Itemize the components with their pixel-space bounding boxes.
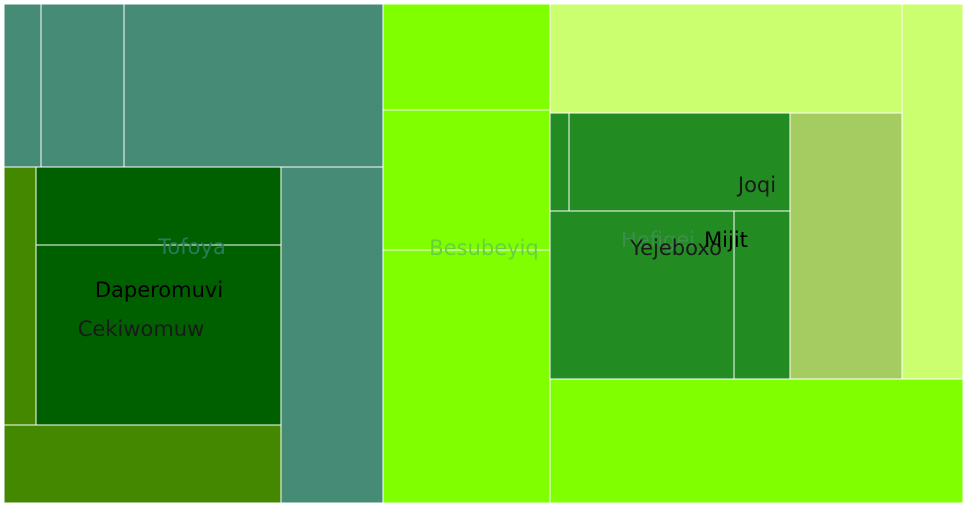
cell-palelime-top (549, 3, 903, 114)
label-daperomuvi: Daperomuvi (95, 278, 223, 302)
label-yejeboxo: Yejeboxo (629, 236, 722, 260)
cell-lime-bottom (549, 378, 964, 504)
cell-forest-main (549, 210, 735, 380)
label-mijit: Mijit (704, 228, 748, 252)
cell-lime-1 (382, 3, 551, 111)
label-tofoya: Tofoya (157, 235, 226, 259)
treemap-labels: Tofoya Daperomuvi Cekiwomuw Besubeyiq He… (78, 173, 776, 341)
cell-teal-3 (123, 3, 384, 168)
cell-teal-2 (40, 3, 125, 168)
label-cekiwomuw: Cekiwomuw (78, 317, 205, 341)
cell-lime-2 (382, 109, 551, 251)
cell-palelime-right (901, 3, 964, 380)
label-besubeyiq: Besubeyiq (429, 236, 538, 260)
label-hefigei: Hefigei (621, 228, 695, 252)
cell-darkgreen-top (35, 166, 282, 246)
cell-sage (789, 112, 903, 380)
cell-olive-bottom (3, 424, 282, 504)
cell-olive-left (3, 166, 37, 426)
treemap-cells (3, 3, 964, 504)
cell-forest-strip (549, 112, 570, 212)
cell-darkgreen-main (35, 244, 282, 426)
cell-teal-1 (3, 3, 42, 168)
cell-forest-top (568, 112, 791, 212)
cell-lime-3 (382, 249, 551, 504)
label-joqi: Joqi (736, 173, 776, 197)
cell-teal-4 (280, 166, 384, 504)
cell-forest-side (733, 210, 791, 380)
